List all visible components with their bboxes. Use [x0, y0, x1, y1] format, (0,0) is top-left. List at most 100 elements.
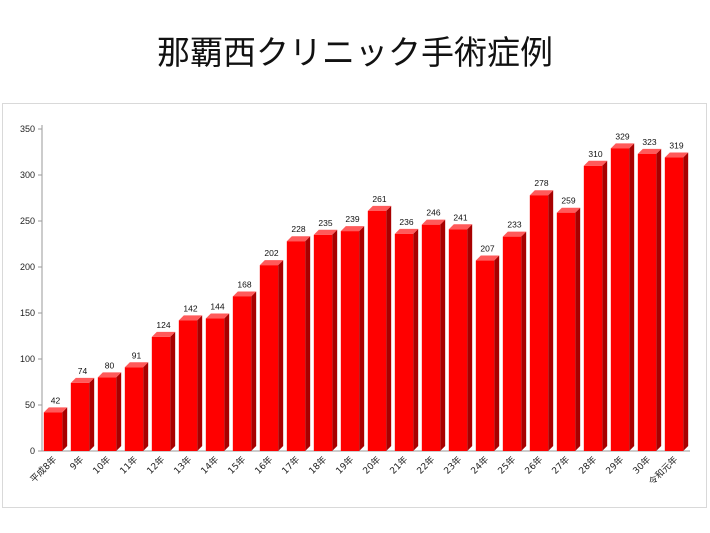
bar [421, 219, 446, 451]
bar [313, 229, 338, 451]
data-label: 42 [51, 395, 61, 405]
bar-front [70, 382, 90, 451]
bar-top [340, 226, 365, 232]
bar-side [62, 407, 68, 451]
bar-top [664, 152, 689, 158]
bar-side [413, 228, 419, 451]
data-label: 236 [399, 217, 413, 227]
bar-front [421, 224, 441, 451]
bar-side [89, 377, 95, 451]
bar-front [583, 165, 603, 452]
bar [151, 331, 176, 451]
bar-top [97, 372, 122, 378]
data-label: 246 [426, 208, 440, 218]
bar-front [205, 318, 225, 451]
x-tick-label: 令和元年 [646, 454, 680, 488]
bar-top [70, 377, 95, 383]
x-tick-label: 27年 [549, 454, 572, 477]
bar-front [259, 265, 279, 451]
data-label: 241 [453, 212, 467, 222]
bar-front [637, 153, 657, 451]
x-tick-label: 18年 [306, 454, 329, 477]
bar-top [556, 207, 581, 213]
bar [475, 255, 500, 451]
bar-front [340, 231, 360, 451]
bars [43, 143, 689, 452]
x-tick-label: 20年 [360, 454, 383, 477]
x-tick-label: 平成8年 [27, 454, 59, 486]
bar-side [467, 224, 473, 451]
bar-top [178, 315, 203, 321]
bar [286, 236, 311, 451]
data-label: 91 [132, 350, 142, 360]
x-tick-label: 17年 [279, 454, 302, 477]
bar-side [629, 143, 635, 451]
bar [43, 407, 68, 451]
bar [367, 205, 392, 451]
bar-side [494, 255, 500, 451]
bar-top [448, 224, 473, 230]
bar-front [286, 241, 306, 451]
bar-side [305, 236, 311, 451]
bar-top [475, 255, 500, 261]
data-label: 329 [615, 131, 629, 141]
x-tick-label: 19年 [333, 454, 356, 477]
data-label: 233 [507, 220, 521, 230]
bar [556, 207, 581, 451]
x-tick-label: 14年 [198, 454, 221, 477]
bar-side [683, 152, 689, 451]
bar-top [583, 160, 608, 166]
bar-top [205, 313, 230, 319]
bar-front [556, 212, 576, 451]
data-label: 74 [78, 366, 88, 376]
data-label: 207 [480, 244, 494, 254]
x-tick-label: 23年 [441, 454, 464, 477]
bar-front [232, 296, 252, 451]
bar [124, 362, 149, 451]
y-tick-label: 100 [20, 354, 35, 364]
bar-front [97, 377, 117, 451]
data-label: 261 [372, 194, 386, 204]
x-tick-label: 25年 [495, 454, 518, 477]
bar-side [332, 229, 338, 451]
data-label: 168 [237, 279, 251, 289]
x-tick-label: 10年 [90, 454, 113, 477]
bar-top [367, 205, 392, 211]
bar [583, 160, 608, 452]
bar-side [278, 260, 284, 451]
bar-top [394, 228, 419, 234]
data-label: 239 [345, 214, 359, 224]
data-label: 323 [642, 137, 656, 147]
bar-side [116, 372, 122, 451]
data-labels: 42 74 80 91 124 142 144 168 202 228 235 239 261 236 24… [51, 131, 684, 405]
bar-top [43, 407, 68, 413]
data-label: 80 [105, 360, 115, 370]
axes [38, 125, 690, 452]
x-tick-label: 21年 [387, 454, 410, 477]
bar-front [151, 336, 171, 451]
x-tick-label: 12年 [144, 454, 167, 477]
bar [664, 152, 689, 451]
bar [637, 148, 662, 451]
x-tick-label: 9年 [67, 454, 86, 473]
bar-front [448, 229, 468, 451]
bar-side [251, 291, 257, 451]
y-tick-label: 50 [25, 400, 35, 410]
bar-front [43, 412, 63, 451]
y-tick-label: 150 [20, 308, 35, 318]
bar-side [143, 362, 149, 451]
bar-top [421, 219, 446, 225]
bar [394, 228, 419, 451]
data-label: 310 [588, 149, 602, 159]
bar-front [529, 195, 549, 451]
x-tick-label: 29年 [603, 454, 626, 477]
bar [502, 231, 527, 451]
bar-top [637, 148, 662, 154]
x-tick-label: 11年 [117, 454, 140, 477]
x-tick-label: 26年 [522, 454, 545, 477]
data-label: 202 [264, 248, 278, 258]
y-tick-label: 300 [20, 170, 35, 180]
bar-front [475, 260, 495, 451]
y-tick-label: 0 [30, 446, 35, 456]
